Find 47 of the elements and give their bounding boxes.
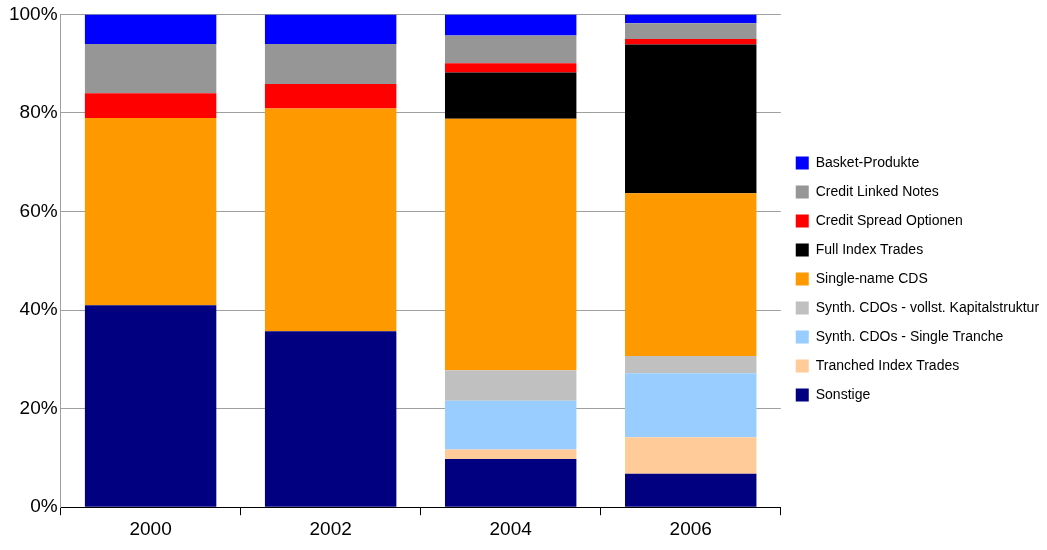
y-tick-label: 100%: [8, 2, 58, 24]
legend-label: Full Index Trades: [815, 240, 924, 257]
legend-label: Basket-Produkte: [815, 153, 920, 170]
bar: [625, 437, 757, 474]
bar: [444, 118, 577, 371]
bar: [444, 63, 577, 73]
bar: [444, 370, 577, 401]
y-tick-label: 80%: [19, 101, 58, 123]
bar: [444, 458, 577, 507]
bar: [625, 473, 757, 507]
bar: [264, 43, 397, 84]
bar: [625, 39, 757, 45]
y-tick-label: 20%: [19, 396, 58, 418]
bar: [625, 14, 757, 24]
legend-label: Synth. CDOs - vollst. Kapitalstruktur: [815, 298, 1040, 315]
bar: [444, 35, 577, 64]
legend-label: Single-name CDS: [815, 269, 928, 286]
legend-label: Synth. CDOs - Single Tranche: [815, 327, 1004, 344]
x-tick-label: 2004: [489, 517, 533, 539]
y-tick-label: 60%: [19, 199, 58, 221]
bar: [625, 373, 757, 438]
bar: [264, 83, 397, 109]
bar: [625, 193, 757, 356]
bar: [444, 72, 577, 119]
bar: [444, 14, 577, 36]
x-tick-label: 2000: [129, 517, 172, 539]
bar: [625, 355, 757, 374]
legend-label: Credit Spread Optionen: [815, 211, 963, 228]
y-tick-label: 40%: [19, 298, 58, 320]
bar: [264, 108, 397, 332]
bar: [84, 43, 217, 94]
bar: [84, 305, 217, 507]
bar: [264, 14, 397, 44]
bar: [625, 44, 757, 194]
bar: [625, 23, 757, 40]
bar: [444, 400, 577, 450]
legend-label: Sonstige: [815, 385, 871, 402]
x-tick-label: 2002: [309, 517, 352, 539]
bar: [84, 93, 217, 118]
bar: [84, 14, 217, 44]
bar: [264, 331, 397, 507]
bar: [84, 117, 217, 306]
bar: [444, 449, 577, 459]
y-tick-label: 0%: [30, 495, 58, 517]
x-tick-label: 2006: [669, 517, 712, 539]
legend-label: Credit Linked Notes: [815, 182, 939, 199]
legend-label: Tranched Index Trades: [815, 356, 960, 373]
